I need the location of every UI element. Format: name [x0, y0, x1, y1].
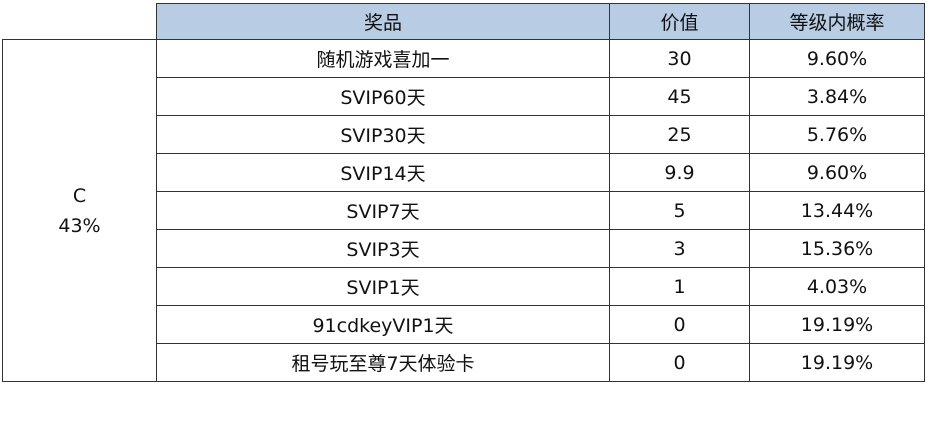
probability-cell: 4.03%	[749, 267, 925, 306]
value-cell: 0	[609, 343, 750, 382]
probability-cell: 13.44%	[749, 191, 925, 230]
value-cell: 45	[609, 77, 750, 116]
prize-cell: 随机游戏喜加一	[156, 39, 610, 78]
header-prize: 奖品	[156, 3, 610, 40]
table-row: SVIP1天 1 4.03%	[3, 267, 925, 306]
header-value: 价值	[609, 3, 750, 40]
table-row: SVIP7天 5 13.44%	[3, 191, 925, 230]
value-cell: 1	[609, 267, 750, 306]
prize-cell: 租号玩至尊7天体验卡	[156, 343, 610, 382]
tier-cell: C 43%	[2, 39, 157, 382]
table-row: SVIP3天 3 15.36%	[3, 229, 925, 268]
table-row: SVIP14天 9.9 9.60%	[3, 153, 925, 192]
probability-cell: 5.76%	[749, 115, 925, 154]
table-row: 租号玩至尊7天体验卡 0 19.19%	[3, 343, 925, 382]
probability-cell: 9.60%	[749, 39, 925, 78]
prize-cell: SVIP30天	[156, 115, 610, 154]
value-cell: 9.9	[609, 153, 750, 192]
probability-cell: 3.84%	[749, 77, 925, 116]
prize-cell: SVIP7天	[156, 191, 610, 230]
table-row: SVIP30天 25 5.76%	[3, 115, 925, 154]
probability-cell: 9.60%	[749, 153, 925, 192]
header-tier	[2, 3, 157, 40]
probability-cell: 19.19%	[749, 343, 925, 382]
tier-rate: 43%	[58, 214, 101, 237]
value-cell: 5	[609, 191, 750, 230]
prize-cell: SVIP1天	[156, 267, 610, 306]
prize-table: 奖品 价值 等级内概率 C 43% 随机游戏喜加一 30 9.60% SVIP6…	[2, 3, 925, 382]
header-row: 奖品 价值 等级内概率	[2, 3, 925, 40]
prize-cell: SVIP60天	[156, 77, 610, 116]
value-cell: 0	[609, 305, 750, 344]
probability-cell: 19.19%	[749, 305, 925, 344]
value-cell: 3	[609, 229, 750, 268]
table-row: 91cdkeyVIP1天 0 19.19%	[3, 305, 925, 344]
table-row: C 43% 随机游戏喜加一 30 9.60%	[2, 39, 925, 382]
tier-name: C	[72, 184, 87, 207]
table-row: SVIP60天 45 3.84%	[3, 77, 925, 116]
prize-cell: SVIP14天	[156, 153, 610, 192]
probability-cell: 15.36%	[749, 229, 925, 268]
prize-cell: 91cdkeyVIP1天	[156, 305, 610, 344]
value-cell: 30	[609, 39, 750, 78]
header-probability: 等级内概率	[749, 3, 925, 40]
value-cell: 25	[609, 115, 750, 154]
prize-cell: SVIP3天	[156, 229, 610, 268]
